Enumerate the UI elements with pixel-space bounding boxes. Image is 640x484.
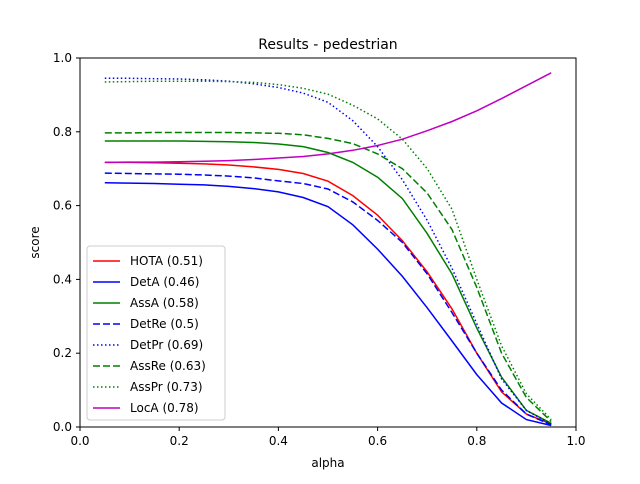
y-tick-label: 0.0 [53, 420, 72, 434]
x-tick-label: 0.8 [467, 434, 486, 448]
x-tick-label: 0.0 [70, 434, 89, 448]
legend-label: DetPr (0.69) [130, 338, 203, 352]
legend: HOTA (0.51) DetA (0.46) AssA (0.58) DetRe (… [86, 245, 226, 421]
x-axis-label: alpha [311, 456, 344, 470]
series-line-4 [104, 77, 552, 425]
chart-title: Results - pedestrian [258, 37, 397, 53]
legend-label: LocA (0.78) [130, 401, 199, 415]
x-tick-label: 1.0 [566, 434, 585, 448]
x-tick-label: 0.2 [170, 434, 189, 448]
legend-label: AssA (0.58) [130, 296, 199, 310]
legend-label: HOTA (0.51) [130, 254, 203, 268]
y-axis-label: score [28, 226, 42, 258]
series-line-3 [104, 172, 552, 426]
y-axis: 0.0 0.2 0.4 0.6 0.8 1.0 [53, 51, 80, 434]
y-tick-label: 0.4 [53, 272, 72, 286]
plot-frame [79, 57, 577, 428]
x-tick-label: 0.4 [269, 434, 288, 448]
series-line-2 [104, 140, 552, 424]
y-tick-label: 0.2 [53, 346, 72, 360]
legend-box [86, 245, 226, 421]
series-line-1 [104, 181, 552, 427]
x-tick-label: 0.6 [368, 434, 387, 448]
legend-label: DetRe (0.5) [130, 317, 199, 331]
series-line-5 [104, 131, 552, 423]
series-line-6 [104, 80, 552, 421]
x-axis: 0.0 0.2 0.4 0.6 0.8 1.0 [70, 427, 586, 448]
y-tick-label: 1.0 [53, 51, 72, 65]
series-line-7 [104, 72, 552, 164]
legend-label: AssPr (0.73) [130, 380, 203, 394]
legend-label: AssRe (0.63) [130, 359, 206, 373]
legend-label: DetA (0.46) [130, 275, 199, 289]
y-tick-label: 0.8 [53, 125, 72, 139]
plot-lines [104, 72, 552, 427]
series-line-0 [104, 161, 552, 425]
y-tick-label: 0.6 [53, 199, 72, 213]
